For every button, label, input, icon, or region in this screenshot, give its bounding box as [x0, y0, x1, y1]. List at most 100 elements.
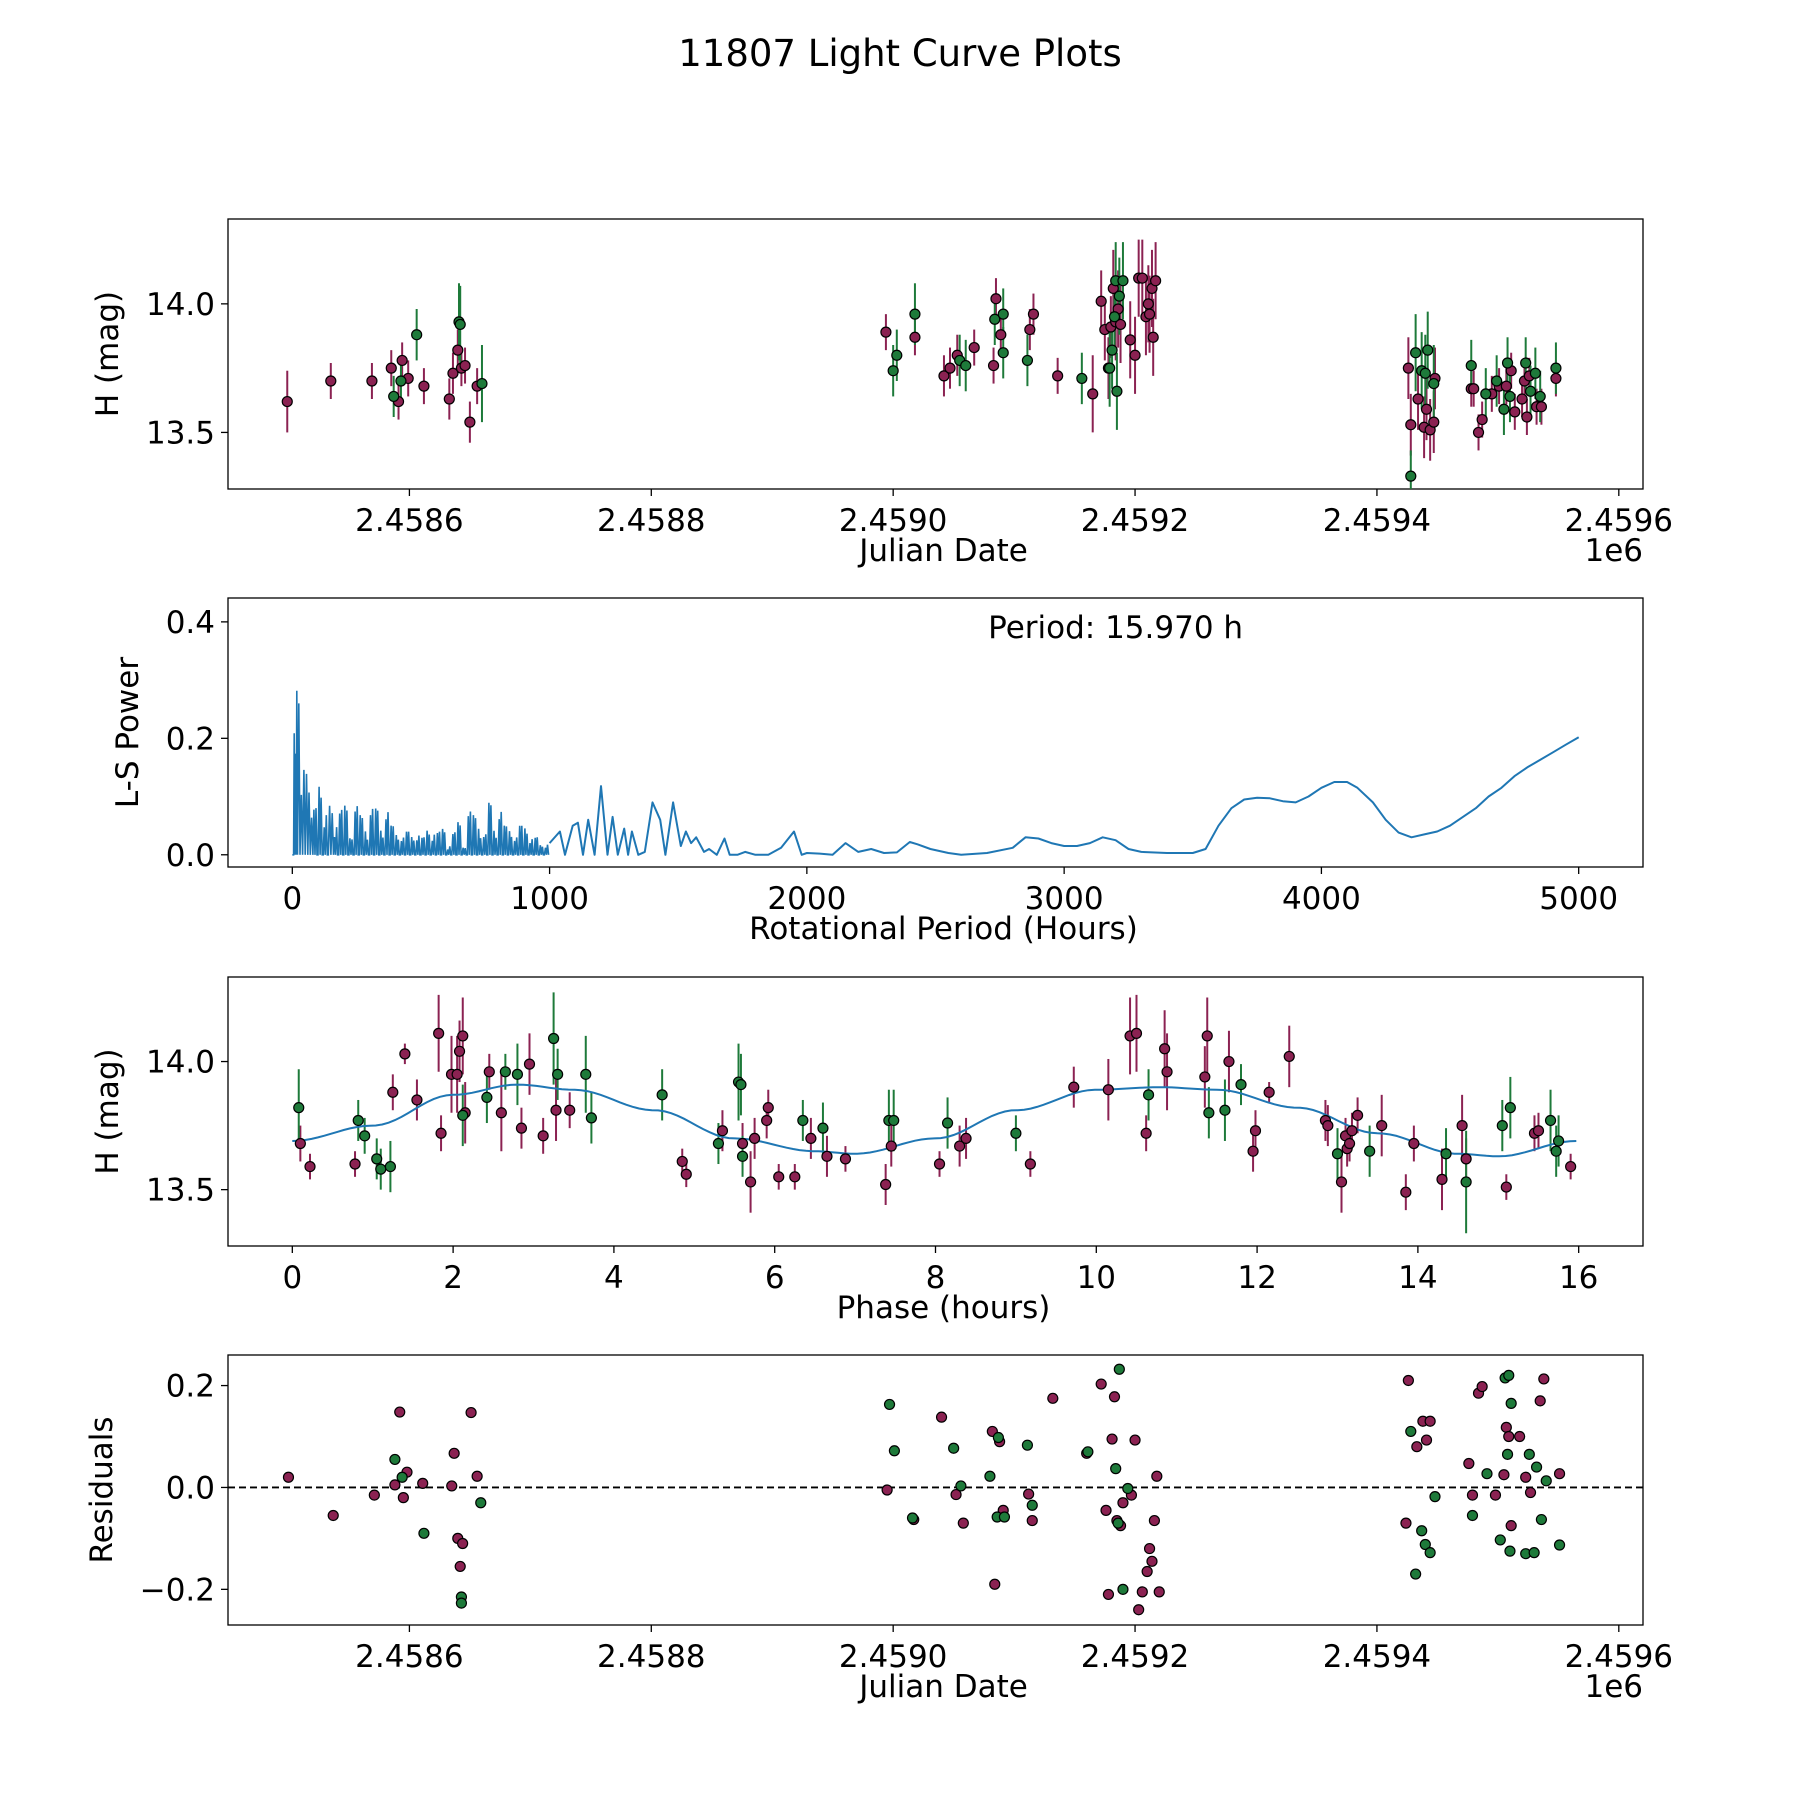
x-axis-label: Julian Date: [857, 533, 1028, 569]
data-point: [984, 1470, 996, 1482]
data-point: [433, 1027, 445, 1039]
data-point: [712, 1137, 725, 1150]
data-point: [1148, 1514, 1161, 1527]
data-point: [1142, 298, 1154, 310]
data-point: [1524, 385, 1537, 397]
data-point: [475, 1497, 487, 1509]
data-point: [941, 1117, 954, 1129]
x-tick-label: 2.4592: [1081, 503, 1189, 539]
data-point: [1117, 1497, 1129, 1509]
data-point: [418, 1527, 430, 1539]
plot-area: [292, 690, 1580, 856]
data-point: [1343, 1137, 1356, 1150]
data-point: [1420, 403, 1433, 415]
data-point: [435, 1127, 447, 1139]
x-tick-label: 4000: [1282, 881, 1361, 917]
data-point: [1504, 1545, 1516, 1557]
data-point: [1082, 1446, 1094, 1458]
data-point: [1203, 1107, 1215, 1119]
data-point: [839, 1153, 852, 1165]
data-point: [997, 347, 1009, 359]
data-point: [281, 395, 293, 408]
data-point: [1412, 393, 1424, 405]
data-point: [1550, 362, 1562, 374]
x-tick-label: 2: [443, 1260, 463, 1296]
data-point: [1532, 1125, 1545, 1137]
data-point: [1076, 372, 1088, 385]
period-annotation: Period: 15.970 h: [988, 610, 1243, 646]
data-point: [1150, 275, 1162, 287]
data-point: [1405, 1425, 1417, 1438]
data-point: [736, 1150, 749, 1162]
data-point: [1494, 1534, 1506, 1546]
data-point: [960, 359, 972, 372]
data-point: [1161, 1066, 1173, 1078]
data-point: [1124, 334, 1136, 346]
data-point: [511, 1068, 524, 1080]
data-point: [452, 344, 464, 356]
x-tick-label: 2.4588: [597, 503, 705, 539]
data-point: [580, 1068, 592, 1080]
data-point: [1468, 383, 1480, 395]
data-point: [1505, 1397, 1517, 1409]
data-point: [1500, 380, 1512, 392]
data-point: [1498, 403, 1510, 415]
data-point: [537, 1130, 549, 1142]
data-point: [1534, 1395, 1546, 1407]
y-axis-label: L-S Power: [110, 657, 146, 808]
data-point: [744, 1176, 757, 1188]
data-point: [735, 1078, 747, 1091]
data-point: [957, 1517, 969, 1529]
data-point: [1528, 1547, 1540, 1559]
data-point: [359, 1130, 371, 1142]
x-tick-label: 10: [1077, 1260, 1116, 1296]
data-point: [1540, 1475, 1552, 1487]
data-point: [451, 1068, 463, 1080]
data-point: [1481, 1468, 1493, 1480]
x-tick-label: 2.4590: [839, 1639, 947, 1675]
data-point: [1420, 1434, 1433, 1446]
y-axis-label: H (mag): [90, 291, 126, 417]
data-point: [304, 1160, 316, 1173]
data-point: [1503, 1369, 1515, 1381]
data-point: [887, 365, 899, 377]
data-point: [366, 375, 378, 387]
data-point: [1419, 367, 1431, 379]
data-point: [1117, 275, 1129, 287]
data-point: [327, 1509, 339, 1522]
x-tick-label: 2.4588: [597, 1639, 705, 1675]
data-point: [680, 1168, 692, 1180]
data-point: [1535, 401, 1548, 413]
data-point: [384, 1160, 397, 1173]
data-point: [397, 1492, 409, 1504]
data-point: [394, 1406, 406, 1418]
data-point: [585, 1112, 597, 1124]
data-point: [1516, 393, 1528, 405]
data-point: [418, 380, 430, 392]
data-point: [457, 1030, 469, 1042]
data-point: [935, 1411, 948, 1423]
data-point: [1346, 1125, 1358, 1137]
data-point: [1129, 349, 1141, 361]
data-point: [1456, 1119, 1468, 1132]
data-point: [1111, 385, 1123, 397]
data-point: [1503, 1430, 1515, 1443]
panel-lightcurve: 2.4586 2.4588 2.4590 2.4592 2.4594 2.4596 13.5…: [90, 218, 1673, 569]
data-point: [453, 1045, 466, 1057]
axes-frame: [227, 1354, 1644, 1626]
axes-frame: [227, 976, 1644, 1247]
data-point: [1106, 344, 1118, 356]
data-point: [1500, 1421, 1512, 1433]
data-point: [1460, 1153, 1472, 1165]
plot-area: [281, 239, 1562, 489]
plot-area: [228, 1363, 1643, 1616]
data-point: [1514, 1430, 1526, 1443]
data-point: [1136, 1586, 1148, 1598]
y-tick-label: 0.4: [166, 605, 215, 641]
data-point: [948, 1442, 960, 1454]
data-point: [1472, 426, 1485, 439]
data-point: [1122, 1482, 1134, 1495]
x-tick-label: 3000: [1025, 881, 1104, 917]
axes-frame: [227, 218, 1644, 490]
data-point: [447, 367, 459, 379]
